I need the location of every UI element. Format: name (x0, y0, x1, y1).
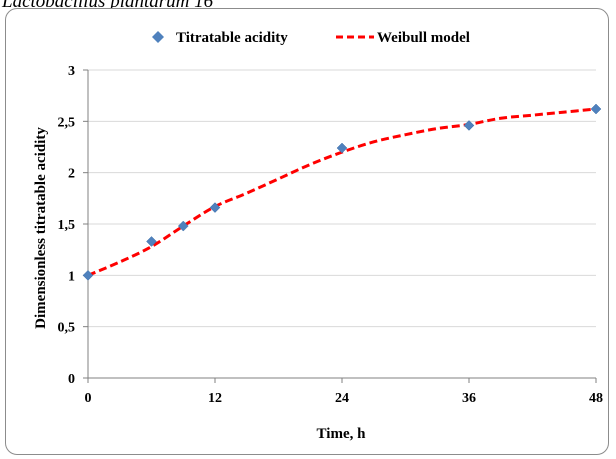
axes (83, 69, 597, 383)
x-tick-label: 48 (589, 391, 603, 406)
titratable-acidity-point (463, 120, 475, 131)
y-tick-label: 1 (68, 269, 75, 284)
y-tick-label: 1,5 (58, 218, 76, 233)
chart-frame (5, 8, 609, 455)
weibull-model-line (87, 107, 597, 277)
legend: Titratable acidity Weibull model (152, 30, 470, 46)
x-tick-label: 12 (208, 391, 222, 406)
titratable-acidity-point (146, 236, 157, 247)
titratable-acidity-point (590, 103, 602, 115)
y-tick-label: 0,5 (58, 321, 76, 336)
y-tick-label: 2,5 (58, 115, 76, 130)
x-axis-title: Time, h (317, 426, 367, 442)
gridlines (88, 69, 596, 328)
titratable-acidity-point (336, 142, 348, 154)
y-tick-label: 0 (68, 372, 75, 387)
legend-diamond-marker (152, 31, 164, 43)
x-tick-label: 24 (335, 391, 349, 406)
y-axis-title: Dimensionless titratable acidity (33, 127, 49, 329)
titratable-acidity-point (82, 269, 94, 281)
series-layer (82, 103, 602, 281)
x-tick-label: 36 (462, 391, 476, 406)
tick-labels: 0 0,5 1 1,5 2 2,5 3 0 12 24 36 48 (58, 64, 604, 406)
legend-titratable-acidity-label: Titratable acidity (176, 30, 288, 46)
x-tick-label: 0 (85, 391, 92, 406)
y-tick-label: 3 (68, 64, 75, 79)
y-tick-label: 2 (68, 167, 75, 182)
titratable-acidity-point (209, 202, 221, 213)
titratable-acidity-point (177, 220, 189, 232)
legend-weibull-model-label: Weibull model (377, 30, 470, 46)
